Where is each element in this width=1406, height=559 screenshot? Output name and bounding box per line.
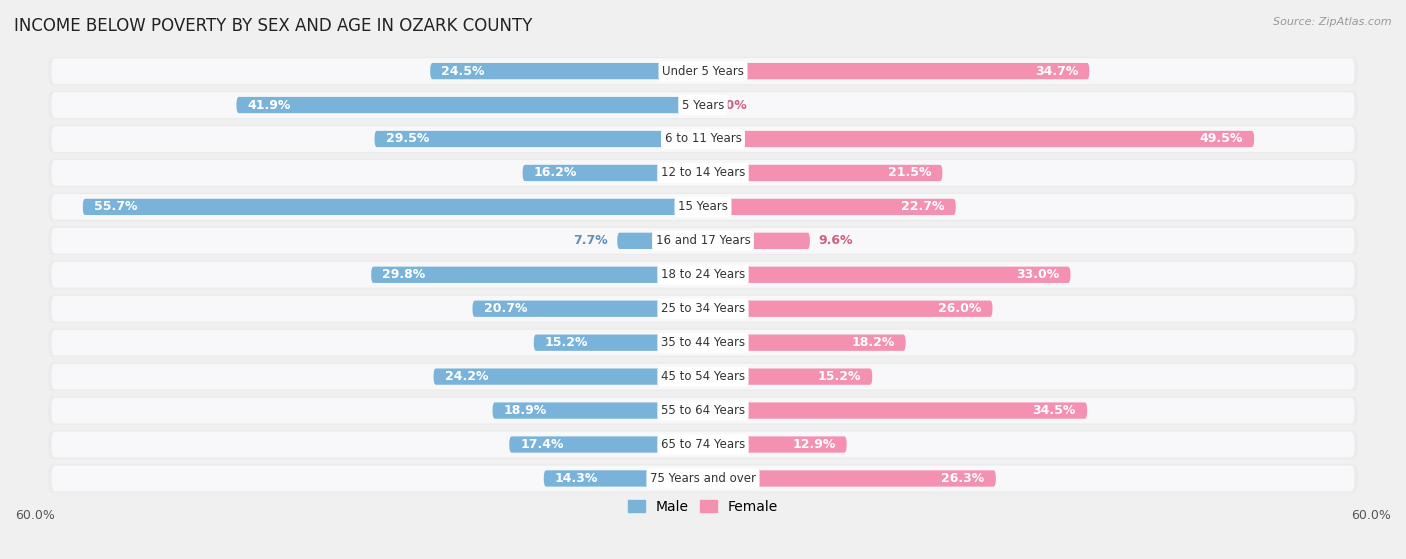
Text: 24.2%: 24.2% [444,370,488,383]
Text: 12 to 14 Years: 12 to 14 Years [661,167,745,179]
FancyBboxPatch shape [534,334,703,351]
Text: 7.7%: 7.7% [574,234,609,247]
FancyBboxPatch shape [52,58,1354,84]
FancyBboxPatch shape [48,329,1358,357]
Text: 65 to 74 Years: 65 to 74 Years [661,438,745,451]
FancyBboxPatch shape [703,301,993,317]
FancyBboxPatch shape [52,126,1354,152]
Text: 16.2%: 16.2% [534,167,576,179]
Text: 18.2%: 18.2% [851,336,894,349]
FancyBboxPatch shape [703,63,1090,79]
Text: 35 to 44 Years: 35 to 44 Years [661,336,745,349]
Text: 15.2%: 15.2% [818,370,860,383]
Text: 24.5%: 24.5% [441,65,485,78]
Text: Source: ZipAtlas.com: Source: ZipAtlas.com [1274,17,1392,27]
Text: 0.0%: 0.0% [711,98,747,112]
FancyBboxPatch shape [544,470,703,487]
FancyBboxPatch shape [523,165,703,181]
Text: 55.7%: 55.7% [94,200,138,214]
FancyBboxPatch shape [52,397,1354,424]
Text: 34.7%: 34.7% [1035,65,1078,78]
Text: 41.9%: 41.9% [247,98,291,112]
Text: 29.8%: 29.8% [382,268,426,281]
Text: 21.5%: 21.5% [887,167,931,179]
FancyBboxPatch shape [48,260,1358,289]
Text: 15.2%: 15.2% [546,336,588,349]
Text: 15 Years: 15 Years [678,200,728,214]
FancyBboxPatch shape [52,330,1354,356]
FancyBboxPatch shape [48,193,1358,221]
FancyBboxPatch shape [703,437,846,453]
Text: 33.0%: 33.0% [1017,268,1059,281]
Text: 45 to 54 Years: 45 to 54 Years [661,370,745,383]
Text: 12.9%: 12.9% [792,438,835,451]
FancyBboxPatch shape [374,131,703,147]
Text: 18 to 24 Years: 18 to 24 Years [661,268,745,281]
FancyBboxPatch shape [703,368,872,385]
Text: 14.3%: 14.3% [555,472,599,485]
Text: 34.5%: 34.5% [1032,404,1076,417]
FancyBboxPatch shape [48,362,1358,391]
Legend: Male, Female: Male, Female [623,494,783,519]
FancyBboxPatch shape [492,402,703,419]
FancyBboxPatch shape [703,402,1087,419]
Text: 16 and 17 Years: 16 and 17 Years [655,234,751,247]
FancyBboxPatch shape [703,199,956,215]
Text: 49.5%: 49.5% [1199,132,1243,145]
Text: 75 Years and over: 75 Years and over [650,472,756,485]
FancyBboxPatch shape [48,295,1358,323]
FancyBboxPatch shape [48,226,1358,255]
FancyBboxPatch shape [509,437,703,453]
FancyBboxPatch shape [83,199,703,215]
FancyBboxPatch shape [472,301,703,317]
Text: 55 to 64 Years: 55 to 64 Years [661,404,745,417]
Text: 5 Years: 5 Years [682,98,724,112]
FancyBboxPatch shape [703,267,1070,283]
Text: 25 to 34 Years: 25 to 34 Years [661,302,745,315]
Text: Under 5 Years: Under 5 Years [662,65,744,78]
FancyBboxPatch shape [703,233,810,249]
FancyBboxPatch shape [52,160,1354,186]
FancyBboxPatch shape [52,432,1354,457]
FancyBboxPatch shape [52,296,1354,321]
Text: 29.5%: 29.5% [385,132,429,145]
Text: 6 to 11 Years: 6 to 11 Years [665,132,741,145]
FancyBboxPatch shape [236,97,703,113]
FancyBboxPatch shape [703,470,995,487]
Text: INCOME BELOW POVERTY BY SEX AND AGE IN OZARK COUNTY: INCOME BELOW POVERTY BY SEX AND AGE IN O… [14,17,533,35]
FancyBboxPatch shape [48,430,1358,459]
FancyBboxPatch shape [48,57,1358,86]
FancyBboxPatch shape [52,228,1354,254]
Text: 22.7%: 22.7% [901,200,945,214]
FancyBboxPatch shape [48,125,1358,153]
FancyBboxPatch shape [48,159,1358,187]
FancyBboxPatch shape [52,194,1354,220]
FancyBboxPatch shape [52,262,1354,288]
Text: 20.7%: 20.7% [484,302,527,315]
FancyBboxPatch shape [617,233,703,249]
FancyBboxPatch shape [52,364,1354,390]
Text: 17.4%: 17.4% [520,438,564,451]
FancyBboxPatch shape [52,466,1354,491]
FancyBboxPatch shape [371,267,703,283]
Text: 18.9%: 18.9% [503,404,547,417]
FancyBboxPatch shape [430,63,703,79]
FancyBboxPatch shape [48,91,1358,119]
FancyBboxPatch shape [48,464,1358,492]
Text: 26.0%: 26.0% [938,302,981,315]
Text: 9.6%: 9.6% [818,234,853,247]
FancyBboxPatch shape [703,131,1254,147]
FancyBboxPatch shape [48,396,1358,425]
FancyBboxPatch shape [52,92,1354,118]
FancyBboxPatch shape [433,368,703,385]
FancyBboxPatch shape [703,334,905,351]
FancyBboxPatch shape [703,165,942,181]
Text: 26.3%: 26.3% [942,472,984,485]
